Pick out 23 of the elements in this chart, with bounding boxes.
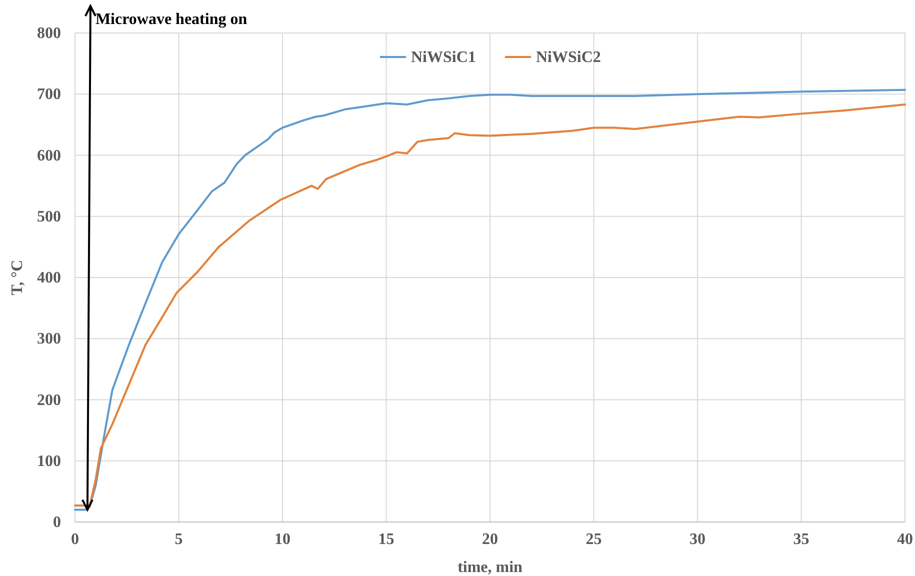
legend-label: NiWSiC1 (411, 49, 476, 66)
y-tick-label: 800 (37, 25, 61, 42)
x-tick-label: 25 (586, 531, 602, 548)
x-tick-label: 10 (274, 531, 290, 548)
y-tick-label: 700 (37, 86, 61, 104)
x-tick-label: 40 (897, 531, 913, 548)
x-tick-label: 15 (378, 531, 394, 548)
x-tick-label: 0 (71, 531, 79, 548)
y-axis-title: T, °C (9, 260, 26, 296)
y-tick-label: 600 (37, 147, 61, 164)
y-tick-label: 0 (53, 514, 61, 531)
y-tick-label: 300 (37, 330, 61, 348)
x-tick-label: 30 (690, 531, 706, 548)
y-tick-label: 400 (37, 270, 61, 286)
y-tick-label: 200 (37, 392, 61, 409)
annotation: Microwave heating on (95, 11, 248, 28)
legend-label: NiWSiC2 (536, 49, 601, 66)
x-tick-label: 35 (793, 531, 810, 548)
y-tick-label: 100 (37, 452, 61, 470)
x-axis-title: time, min (458, 559, 523, 576)
x-tick-label: 20 (482, 531, 498, 548)
x-tick-label: 5 (174, 531, 183, 548)
y-tick-label: 500 (37, 208, 61, 226)
